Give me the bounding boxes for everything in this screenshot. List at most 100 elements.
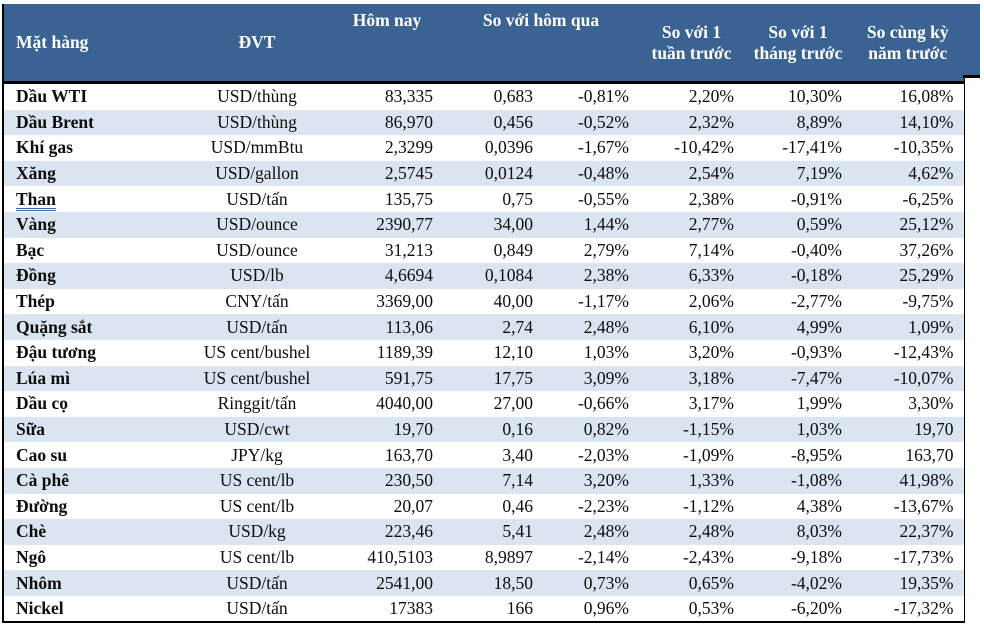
table-row: Cao su JPY/kg 163,70 3,40 -2,03% -1,09% … — [3, 442, 964, 468]
change-vs-month: -1,08% — [790, 470, 842, 491]
change-vs-yesterday-abs: 0,46 — [502, 495, 533, 516]
header-today: Hôm nay — [331, 4, 443, 84]
header-vs-week: So với 1 tuần trước — [639, 4, 744, 84]
change-vs-month: 1,99% — [796, 393, 842, 414]
change-vs-year: 19,35% — [899, 572, 954, 593]
price-today: 3369,00 — [376, 291, 433, 312]
change-vs-month: -0,18% — [790, 265, 842, 286]
table-row: Khí gas USD/mmBtu 2,3299 0,0396 -1,67% -… — [3, 135, 964, 161]
change-vs-month: 4,38% — [796, 495, 842, 516]
change-vs-week: 6,33% — [688, 265, 734, 286]
table-row: Ngô US cent/lb 410,5103 8,9897 -2,14% -2… — [3, 545, 964, 571]
change-vs-year: -6,25% — [902, 188, 954, 209]
change-vs-week: 2,32% — [688, 111, 734, 132]
price-today: 83,335 — [384, 86, 433, 107]
commodity-name: Đậu tương — [16, 342, 96, 363]
change-vs-yesterday-abs: 0,849 — [493, 239, 533, 260]
change-vs-year: 37,26% — [899, 239, 954, 260]
change-vs-yesterday-pct: 2,38% — [583, 265, 629, 286]
change-vs-yesterday-pct: 2,48% — [583, 521, 629, 542]
change-vs-yesterday-abs: 27,00 — [493, 393, 533, 414]
price-today: 135,75 — [384, 188, 433, 209]
change-vs-yesterday-pct: -2,03% — [577, 444, 629, 465]
price-today: 2541,00 — [376, 572, 433, 593]
commodity-name: Nhôm — [16, 572, 62, 593]
change-vs-yesterday-pct: -1,67% — [577, 137, 629, 158]
change-vs-yesterday-abs: 0,0396 — [484, 137, 533, 158]
change-vs-yesterday-abs: 0,0124 — [484, 163, 533, 184]
change-vs-year: -13,67% — [893, 495, 954, 516]
change-vs-month: 7,19% — [796, 163, 842, 184]
change-vs-year: -9,75% — [902, 291, 954, 312]
change-vs-week: 1,33% — [688, 470, 734, 491]
commodity-name: Xăng — [16, 163, 56, 184]
price-today: 1189,39 — [376, 342, 433, 363]
change-vs-month: -7,47% — [790, 367, 842, 388]
change-vs-yesterday-abs: 3,40 — [502, 444, 533, 465]
table-row: Đường US cent/lb 20,07 0,46 -2,23% -1,12… — [3, 494, 964, 520]
commodity-name: Cà phê — [16, 470, 69, 491]
change-vs-year: 1,09% — [908, 316, 954, 337]
change-vs-yesterday-pct: 0,73% — [583, 572, 629, 593]
header-vs-month: So với 1 tháng trước — [744, 4, 852, 84]
commodity-unit: USD/ounce — [216, 214, 298, 235]
change-vs-week: 2,06% — [688, 291, 734, 312]
change-vs-yesterday-abs: 12,10 — [493, 342, 533, 363]
commodity-unit: JPY/kg — [231, 444, 283, 465]
table-row: Đồng USD/lb 4,6694 0,1084 2,38% 6,33% -0… — [3, 263, 964, 289]
change-vs-year: 163,70 — [905, 444, 954, 465]
commodity-name: Nickel — [16, 598, 64, 619]
commodity-name: Vàng — [16, 214, 56, 235]
commodity-unit: US cent/lb — [219, 495, 295, 516]
commodity-price-table: Mặt hàng ĐVT Hôm nay So với hôm qua So v… — [2, 4, 965, 624]
commodity-unit: US cent/lb — [219, 470, 295, 491]
table-row: Dầu WTI USD/thùng 83,335 0,683 -0,81% 2,… — [3, 83, 964, 110]
change-vs-week: 3,17% — [688, 393, 734, 414]
change-vs-year: -10,07% — [893, 367, 954, 388]
change-vs-yesterday-pct: -0,66% — [577, 393, 629, 414]
change-vs-year: 19,70 — [914, 419, 954, 440]
change-vs-yesterday-abs: 8,9897 — [484, 546, 533, 567]
price-today: 20,07 — [393, 495, 433, 516]
header-band-overhang — [963, 4, 980, 78]
change-vs-month: -0,40% — [790, 239, 842, 260]
change-vs-year: 25,12% — [899, 214, 954, 235]
commodity-unit: USD/cwt — [224, 419, 290, 440]
price-today: 113,06 — [385, 316, 433, 337]
change-vs-week: -1,09% — [682, 444, 734, 465]
price-today: 2,3299 — [384, 137, 433, 158]
commodity-price-table-wrap: Mặt hàng ĐVT Hôm nay So với hôm qua So v… — [2, 4, 980, 624]
change-vs-yesterday-pct: 2,79% — [583, 239, 629, 260]
change-vs-week: -1,12% — [682, 495, 734, 516]
commodity-unit: USD/thùng — [217, 86, 297, 107]
change-vs-week: -2,43% — [682, 546, 734, 567]
table-row: Dầu Brent USD/thùng 86,970 0,456 -0,52% … — [3, 109, 964, 136]
change-vs-year: 16,08% — [899, 86, 954, 107]
commodity-name: Bạc — [16, 239, 45, 260]
change-vs-yesterday-pct: -2,23% — [577, 495, 629, 516]
commodity-name: Lúa mì — [16, 367, 70, 388]
commodity-name: Cao su — [16, 444, 68, 465]
change-vs-month: -0,91% — [790, 188, 842, 209]
change-vs-month: -2,77% — [790, 291, 842, 312]
table-row: Cà phê US cent/lb 230,50 7,14 3,20% 1,33… — [3, 467, 964, 494]
commodity-name: Dầu cọ — [16, 393, 69, 414]
commodity-link[interactable]: Than — [16, 188, 56, 209]
change-vs-yesterday-abs: 0,683 — [493, 86, 533, 107]
change-vs-week: 2,20% — [688, 86, 734, 107]
price-today: 591,75 — [384, 367, 433, 388]
change-vs-year: 4,62% — [908, 163, 954, 184]
change-vs-month: -4,02% — [790, 572, 842, 593]
header-vs-yesterday: So với hôm qua — [443, 4, 639, 84]
change-vs-month: 1,03% — [796, 419, 842, 440]
table-row: Nickel USD/tấn 17383 166 0,96% 0,53% -6,… — [3, 596, 964, 623]
change-vs-month: -6,20% — [790, 598, 842, 619]
change-vs-yesterday-abs: 0,16 — [502, 419, 533, 440]
change-vs-year: 41,98% — [899, 470, 954, 491]
change-vs-yesterday-abs: 0,75 — [502, 188, 533, 209]
commodity-unit: USD/gallon — [215, 163, 299, 184]
table-row: Sữa USD/cwt 19,70 0,16 0,82% -1,15% 1,03… — [3, 416, 964, 443]
change-vs-yesterday-pct: 1,03% — [583, 342, 629, 363]
table-header: Mặt hàng ĐVT Hôm nay So với hôm qua So v… — [3, 4, 964, 84]
table-row: Xăng USD/gallon 2,5745 0,0124 -0,48% 2,5… — [3, 160, 964, 187]
